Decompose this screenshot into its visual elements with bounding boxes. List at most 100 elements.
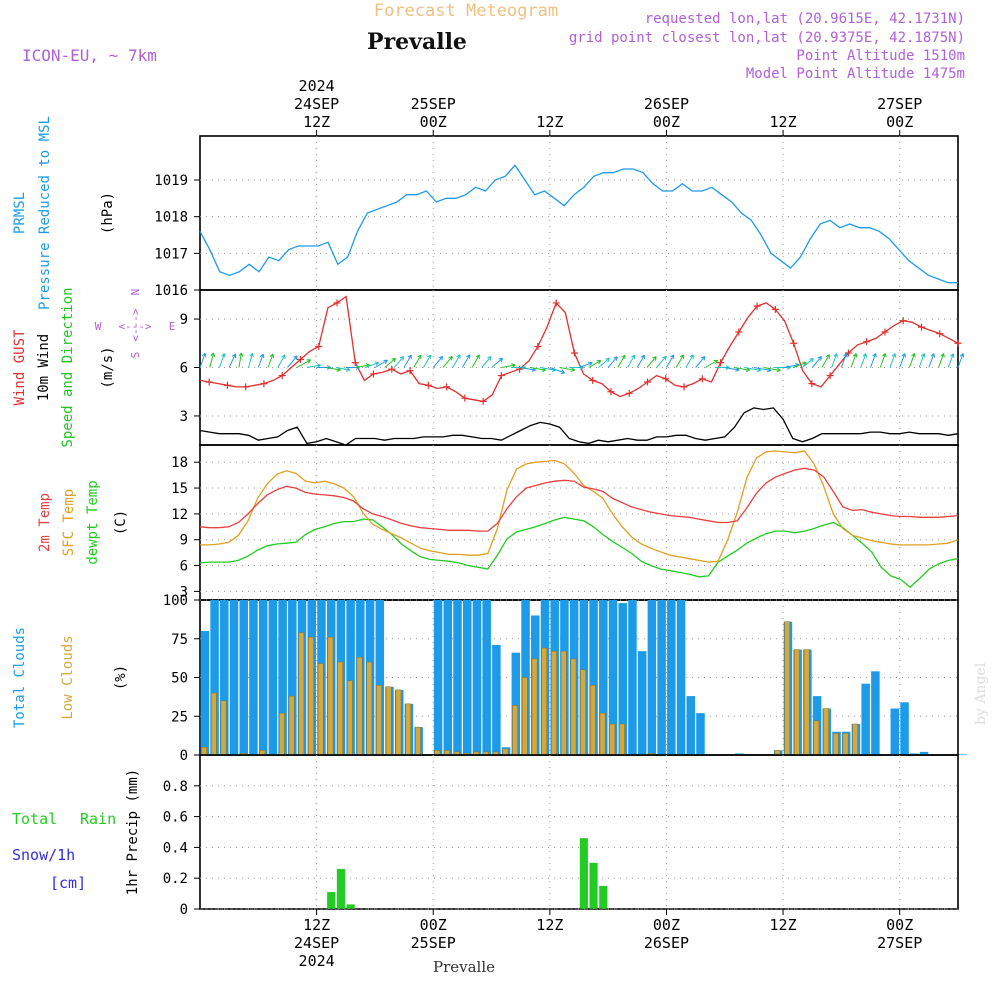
y-tick-label: 3 — [180, 409, 188, 425]
model-label: ICON-EU, ~ 7km — [22, 46, 157, 65]
wind-direction-arrow — [792, 361, 807, 368]
total-cloud-bar — [220, 600, 229, 755]
low-cloud-bar — [580, 669, 586, 756]
gust-marker — [552, 299, 560, 307]
gust-marker — [680, 383, 688, 391]
top-time-label-date: 27SEP — [877, 95, 922, 113]
panel-frame — [199, 754, 959, 910]
gust-marker — [497, 372, 505, 380]
bottom-time-label-year: 2024 — [299, 952, 335, 970]
wind-direction-arrow — [763, 367, 781, 373]
bottom-time-label-hour: 12Z — [303, 916, 330, 934]
rain-bar — [346, 904, 355, 909]
total-cloud-bar — [239, 600, 248, 755]
gust-marker — [698, 375, 706, 383]
y-axis-label: (hPa) — [100, 192, 116, 234]
wind-speed-line — [199, 407, 959, 446]
y-tick-label: 3 — [180, 584, 188, 600]
low-cloud-bar — [609, 723, 616, 756]
sfc-temp-line — [200, 450, 959, 563]
compass-arrow-h: <---> — [118, 320, 151, 333]
wind-direction-arrow — [287, 355, 298, 368]
wind-direction-arrow — [501, 363, 516, 368]
total-cloud-bar — [258, 600, 268, 755]
wind-direction-arrow — [928, 353, 936, 368]
wind-direction-arrow — [423, 354, 432, 368]
gust-marker — [936, 330, 944, 338]
low-cloud-bar — [347, 680, 353, 756]
wind-direction-arrow — [938, 353, 945, 368]
gust-marker — [735, 328, 743, 336]
bottom-time-label-date: 26SEP — [644, 934, 689, 952]
rain-bar — [336, 868, 345, 909]
y-tick-label: 1019 — [154, 173, 188, 189]
y-tick-label: 100 — [163, 593, 188, 609]
wind-direction-arrow — [578, 361, 593, 368]
wind-direction-arrow — [588, 360, 602, 368]
gust-marker — [260, 380, 268, 388]
gust-marker — [242, 383, 250, 391]
total-cloud-bar — [443, 600, 453, 755]
wind-direction-arrow — [491, 357, 504, 368]
total-cloud-bar — [647, 600, 657, 755]
low-cloud-bar — [570, 658, 577, 756]
y-tick-label: 1018 — [154, 210, 188, 226]
gust-marker — [296, 355, 304, 363]
gust-marker — [333, 299, 341, 307]
total-cloud-bar — [686, 696, 696, 755]
gust-marker — [589, 376, 597, 384]
gust-marker — [205, 378, 213, 386]
wind-direction-arrow — [646, 356, 657, 368]
series-label: Speed and Direction — [60, 287, 76, 447]
gust-marker — [643, 378, 651, 386]
gust-marker — [570, 349, 578, 357]
gust-marker — [516, 365, 524, 373]
low-cloud-bar — [395, 689, 402, 756]
total-cloud-bar — [472, 600, 482, 755]
wind-direction-arrow — [627, 354, 636, 368]
wind-direction-arrow — [879, 353, 887, 368]
total-cloud-bar — [462, 600, 472, 755]
low-cloud-bar — [317, 663, 324, 756]
wind-direction-arrow — [442, 355, 453, 368]
series-label: Total Clouds — [12, 627, 28, 728]
panel-5: 0 0.2 0.4 0.6 0.8 1hr Precip (mm) Total Rain Sno… — [12, 754, 959, 918]
rain-bar — [589, 862, 598, 909]
low-cloud-bar — [560, 650, 567, 756]
total-cloud-bar — [346, 600, 355, 755]
bottom-time-label-hour: 12Z — [770, 916, 797, 934]
total-cloud-bar — [278, 600, 287, 755]
low-cloud-bar — [599, 712, 606, 756]
rain-bar — [579, 838, 588, 909]
total-cloud-bar — [589, 600, 598, 755]
wind-direction-arrow — [432, 355, 444, 368]
gust-marker — [351, 359, 359, 367]
gust-marker — [534, 343, 542, 351]
y-tick-label: 75 — [171, 632, 188, 648]
y-tick-label: 9 — [180, 312, 188, 328]
model-altitude: Model Point Altitude 1475m — [746, 66, 965, 82]
gust-marker — [808, 380, 816, 388]
series-label: dewpt Temp — [85, 480, 101, 564]
panels-layer: 1016 1017 1018 1019 (hPa) PRMSL Pressure Reduc… — [12, 116, 968, 918]
gust-marker — [223, 381, 231, 389]
gust-marker — [917, 323, 925, 331]
top-time-label-hour: 12Z — [536, 113, 563, 131]
wind-direction-arrow — [277, 354, 286, 368]
series-label: SFC Temp — [61, 489, 77, 556]
y-tick-label: 15 — [171, 481, 188, 497]
wind-direction-arrow — [403, 354, 412, 368]
wind-direction-arrow — [908, 353, 916, 368]
wind-direction-arrow — [461, 354, 471, 368]
low-cloud-bar — [852, 723, 859, 756]
wind-direction-arrow — [918, 353, 926, 368]
rain-bar — [327, 892, 336, 909]
low-cloud-bar — [220, 700, 227, 756]
rain-bar — [599, 885, 608, 909]
y-tick-label: 6 — [180, 361, 188, 377]
wind-direction-arrow — [384, 357, 397, 368]
compass-legend: W E <---><---> N S — [95, 289, 176, 359]
total-cloud-bar — [210, 600, 219, 755]
